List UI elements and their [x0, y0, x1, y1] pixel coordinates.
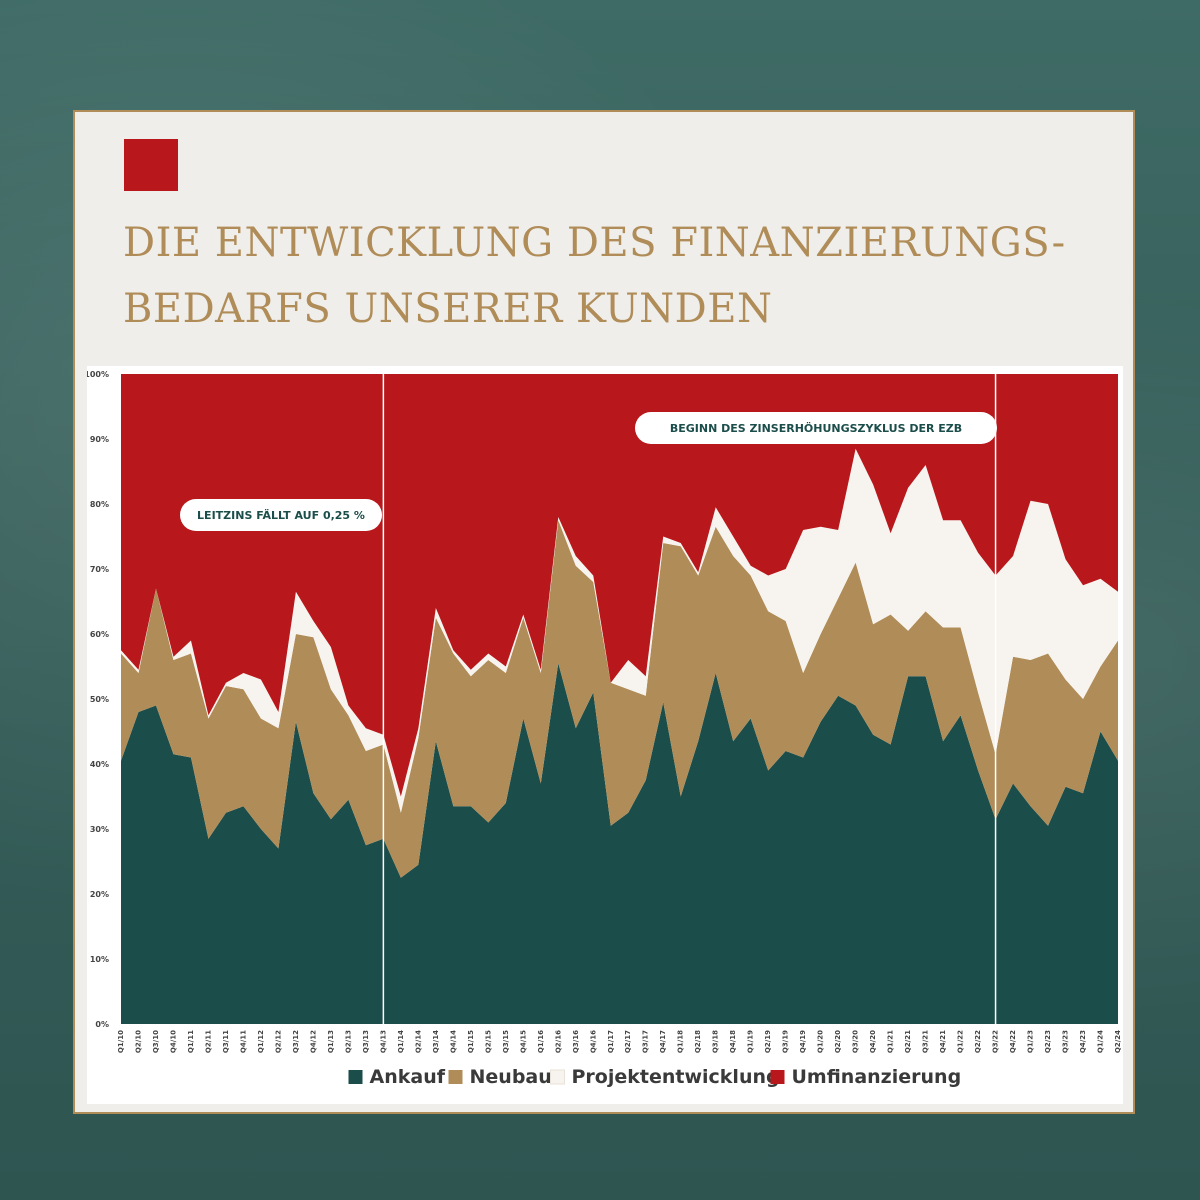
annotation-text: LEITZINS FÄLLT AUF 0,25 %	[197, 508, 365, 522]
annotation-text: BEGINN DES ZINSERHÖHUNGSZYKLUS DER EZB	[670, 421, 962, 435]
x-tick-label: Q3/21	[922, 1030, 930, 1053]
annotation-bubble	[635, 412, 997, 444]
legend-swatch	[348, 1070, 363, 1084]
x-tick-label: Q1/23	[1027, 1030, 1035, 1053]
x-tick-label: Q1/18	[677, 1030, 685, 1053]
x-tick-label: Q2/11	[204, 1030, 212, 1053]
x-tick-label: Q4/13	[379, 1030, 387, 1053]
x-tick-label: Q4/10	[169, 1030, 177, 1053]
legend-label: Umfinanzierung	[792, 1066, 962, 1088]
x-tick-label: Q3/12	[292, 1030, 300, 1053]
x-tick-label: Q2/10	[134, 1030, 142, 1053]
x-tick-label: Q3/20	[852, 1030, 860, 1053]
x-tick-label: Q4/18	[729, 1030, 737, 1053]
x-tick-label: Q3/23	[1062, 1030, 1070, 1053]
legend-label: Neubau	[470, 1066, 552, 1088]
area-series-ankauf	[121, 663, 1118, 1024]
y-tick-label: 90%	[90, 435, 109, 444]
stacked-area-chart: 0% 10% 20% 30% 40% 50% 60% 70% 80% 90% 100% Q1/10 Q2…	[87, 370, 1122, 1088]
x-tick-label: Q3/19	[782, 1030, 790, 1053]
y-tick-label: 50%	[90, 695, 109, 704]
x-tick-label: Q2/23	[1044, 1030, 1052, 1053]
x-tick-label: Q1/17	[607, 1030, 615, 1053]
x-tick-label: Q2/12	[274, 1030, 282, 1053]
y-tick-label: 70%	[90, 565, 109, 574]
x-tick-label: Q2/21	[904, 1030, 912, 1053]
content-card: DIE ENTWICKLUNG DES FINANZIERUNGS- BEDAR…	[73, 110, 1135, 1114]
legend-swatch	[770, 1070, 785, 1084]
x-tick-label: Q2/13	[344, 1030, 352, 1053]
x-tick-label: Q1/20	[817, 1030, 825, 1053]
x-tick-label: Q4/16	[589, 1030, 597, 1053]
x-tick-label: Q3/13	[362, 1030, 370, 1053]
x-tick-label: Q4/21	[939, 1030, 947, 1053]
x-tick-label: Q3/18	[712, 1030, 720, 1053]
x-tick-label: Q4/11	[239, 1030, 247, 1053]
x-tick-label: Q1/19	[747, 1030, 755, 1053]
x-tick-label: Q2/20	[834, 1030, 842, 1053]
legend-swatch	[448, 1070, 463, 1084]
x-tick-label: Q2/15	[484, 1030, 492, 1053]
chart-panel: 0% 10% 20% 30% 40% 50% 60% 70% 80% 90% 100% Q1/10 Q2…	[87, 366, 1123, 1104]
x-tick-label: Q1/13	[327, 1030, 335, 1053]
y-tick-label: 0%	[95, 1020, 109, 1029]
x-tick-label: Q2/19	[764, 1030, 772, 1053]
x-tick-label: Q3/16	[572, 1030, 580, 1053]
x-tick-label: Q1/24	[1097, 1030, 1105, 1053]
x-tick-label: Q3/11	[222, 1030, 230, 1053]
x-tick-label: Q1/10	[117, 1030, 125, 1053]
y-tick-label: 40%	[90, 760, 109, 769]
y-tick-label: 30%	[90, 825, 109, 834]
title-line-2: BEDARFS UNSERER KUNDEN	[123, 286, 773, 332]
x-tick-label: Q3/15	[502, 1030, 510, 1053]
legend-label: Projektentwicklung	[572, 1066, 780, 1088]
x-tick-label: Q4/14	[449, 1030, 457, 1053]
x-tick-label: Q1/14	[397, 1030, 405, 1053]
x-tick-label: Q2/22	[974, 1030, 982, 1053]
x-tick-label: Q4/19	[799, 1030, 807, 1053]
x-tick-label: Q3/17	[642, 1030, 650, 1053]
x-tick-label: Q4/12	[309, 1030, 317, 1053]
x-tick-label: Q3/22	[992, 1030, 1000, 1053]
accent-square	[124, 139, 178, 191]
y-tick-label: 20%	[90, 890, 109, 899]
x-tick-label: Q2/14	[414, 1030, 422, 1053]
x-tick-label: Q3/14	[432, 1030, 440, 1053]
x-tick-label: Q1/22	[957, 1030, 965, 1053]
x-tick-label: Q1/12	[257, 1030, 265, 1053]
area-series-neubau	[121, 520, 1118, 878]
annotation-bubble	[180, 499, 382, 531]
x-tick-label: Q1/21	[887, 1030, 895, 1053]
area-series-umfinanzierung	[121, 374, 1118, 797]
x-tick-label: Q2/18	[694, 1030, 702, 1053]
y-tick-label: 100%	[87, 370, 109, 379]
x-tick-label: Q3/10	[152, 1030, 160, 1053]
x-tick-label: Q2/16	[554, 1030, 562, 1053]
legend-swatch	[550, 1069, 565, 1085]
area-series-projektentwicklung	[121, 448, 1118, 813]
x-tick-label: Q4/20	[869, 1030, 877, 1053]
x-tick-label: Q2/17	[624, 1030, 632, 1053]
page-title: DIE ENTWICKLUNG DES FINANZIERUNGS- BEDAR…	[123, 210, 1123, 342]
x-tick-label: Q1/11	[187, 1030, 195, 1053]
title-line-1: DIE ENTWICKLUNG DES FINANZIERUNGS-	[123, 220, 1066, 266]
x-tick-label: Q1/15	[467, 1030, 475, 1053]
legend-label: Ankauf	[370, 1066, 446, 1088]
x-tick-label: Q1/16	[537, 1030, 545, 1053]
y-tick-label: 80%	[90, 500, 109, 509]
x-tick-label: Q4/15	[519, 1030, 527, 1053]
x-tick-label: Q4/17	[659, 1030, 667, 1053]
y-tick-label: 10%	[90, 955, 109, 964]
x-tick-label: Q4/23	[1079, 1030, 1087, 1053]
x-tick-label: Q2/24	[1114, 1030, 1122, 1053]
y-tick-label: 60%	[90, 630, 109, 639]
x-tick-label: Q4/22	[1009, 1030, 1017, 1053]
